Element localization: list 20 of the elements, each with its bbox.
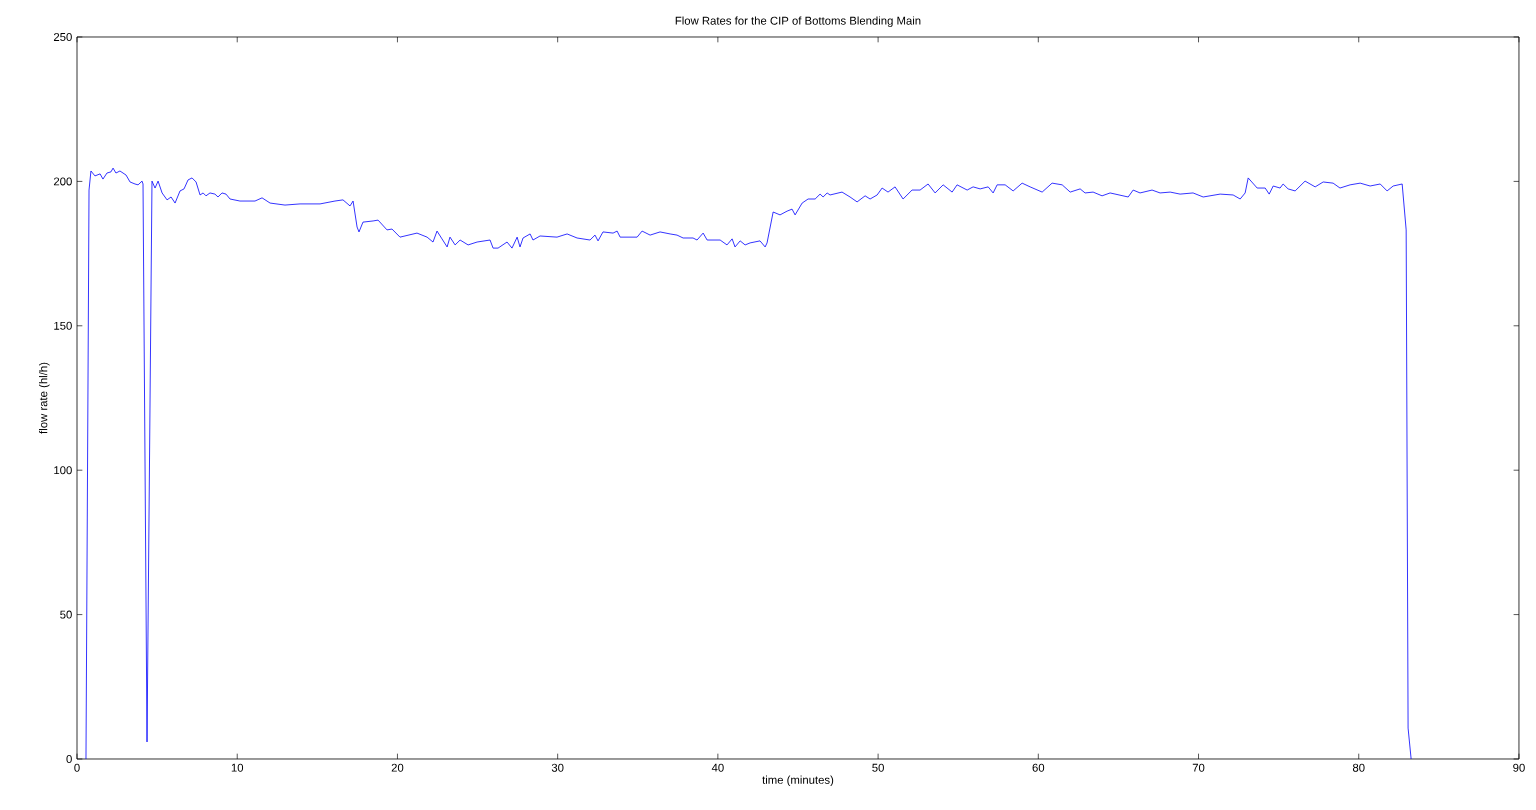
x-tick-label: 70: [1192, 763, 1205, 772]
line-series: [85, 167, 1412, 760]
y-tick-label: 0: [66, 754, 72, 763]
y-tick-label: 150: [54, 321, 72, 330]
y-tick-label: 250: [53, 32, 72, 41]
x-tick-label: 0: [74, 763, 80, 772]
x-tick-label: 90: [1513, 763, 1525, 772]
chart-title: Flow Rates for the CIP of Bottoms Blending Main: [675, 16, 921, 27]
x-tick-label: 40: [711, 763, 724, 772]
y-axis-title: flow rate (hl/h): [39, 362, 50, 434]
x-axis-title: time (minutes): [762, 775, 834, 787]
x-tick-label: 80: [1352, 763, 1365, 772]
x-tick-label: 60: [1032, 763, 1045, 772]
x-tick-label: 20: [391, 763, 404, 772]
y-tick-label: 50: [60, 610, 72, 619]
y-tick-label: 200: [53, 177, 72, 186]
x-tick-label: 30: [551, 763, 564, 772]
y-tick-label: 100: [54, 466, 72, 475]
x-tick-label: 10: [231, 763, 244, 772]
x-tick-label: 50: [872, 763, 884, 772]
